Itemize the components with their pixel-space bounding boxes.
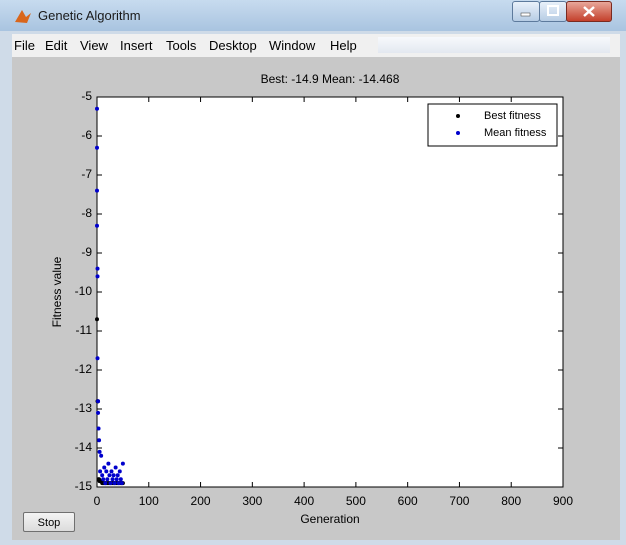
page: {"window": {"title": "Genetic Algorithm"… bbox=[0, 0, 626, 540]
maximize-button[interactable] bbox=[539, 1, 567, 22]
point bbox=[106, 462, 110, 466]
minimize-button[interactable] bbox=[512, 1, 540, 22]
point bbox=[98, 469, 102, 473]
point bbox=[116, 473, 120, 477]
x-tick-label: 600 bbox=[398, 494, 418, 508]
y-tick-label: -14 bbox=[75, 440, 93, 454]
y-axis-label: Fitness value bbox=[50, 256, 64, 327]
point bbox=[98, 450, 102, 454]
menu-item[interactable]: View bbox=[80, 38, 108, 53]
point bbox=[100, 473, 104, 477]
x-tick-label: 300 bbox=[242, 494, 262, 508]
point bbox=[114, 466, 118, 470]
menu-item[interactable]: Insert bbox=[120, 38, 153, 53]
point bbox=[105, 477, 109, 481]
y-tick-label: -11 bbox=[76, 323, 93, 337]
x-tick-label: 800 bbox=[501, 494, 521, 508]
legend-label: Mean fitness bbox=[484, 127, 547, 139]
point bbox=[121, 462, 125, 466]
point bbox=[97, 438, 101, 442]
y-tick-label: -7 bbox=[81, 167, 92, 181]
menu-item[interactable]: File bbox=[14, 38, 35, 53]
point bbox=[113, 481, 117, 485]
point bbox=[104, 469, 108, 473]
chart: Best: -14.9 Mean: -14.468 Generation Fit… bbox=[12, 57, 620, 540]
y-tick-label: -12 bbox=[75, 362, 93, 376]
point bbox=[109, 469, 113, 473]
point bbox=[120, 481, 124, 485]
point bbox=[95, 224, 99, 228]
title-bar: Genetic Algorithm bbox=[0, 0, 626, 31]
point bbox=[96, 274, 100, 278]
point bbox=[111, 477, 115, 481]
point bbox=[107, 473, 111, 477]
stop-button[interactable]: Stop bbox=[23, 512, 75, 532]
menu-item[interactable]: Edit bbox=[45, 38, 67, 53]
y-tick-label: -8 bbox=[81, 206, 92, 220]
x-tick-label: 500 bbox=[346, 494, 366, 508]
close-button[interactable] bbox=[566, 1, 612, 22]
menu-item[interactable]: Desktop bbox=[209, 38, 257, 53]
x-tick-label: 400 bbox=[294, 494, 314, 508]
x-tick-label: 700 bbox=[449, 494, 469, 508]
point bbox=[103, 481, 107, 485]
point bbox=[95, 189, 99, 193]
point bbox=[102, 466, 106, 470]
x-tick-label: 100 bbox=[139, 494, 159, 508]
plot-area bbox=[97, 97, 563, 487]
x-tick-label: 200 bbox=[191, 494, 211, 508]
point bbox=[101, 477, 105, 481]
point bbox=[112, 473, 116, 477]
point bbox=[96, 267, 100, 271]
point bbox=[118, 469, 122, 473]
menu-item[interactable]: Window bbox=[269, 38, 315, 53]
x-axis-label: Generation bbox=[300, 512, 359, 526]
point bbox=[99, 454, 103, 458]
point bbox=[95, 317, 99, 321]
chart-title: Best: -14.9 Mean: -14.468 bbox=[261, 72, 400, 86]
x-tick-label: 900 bbox=[553, 494, 573, 508]
y-tick-label: -6 bbox=[81, 128, 92, 142]
point bbox=[115, 477, 119, 481]
menu-item[interactable]: Tools bbox=[166, 38, 196, 53]
legend-marker bbox=[456, 114, 460, 118]
point bbox=[96, 399, 100, 403]
menu-item[interactable]: Help bbox=[330, 38, 357, 53]
y-tick-label: -9 bbox=[81, 245, 92, 259]
y-tick-label: -10 bbox=[75, 284, 93, 298]
point bbox=[119, 477, 123, 481]
y-tick-label: -5 bbox=[81, 89, 92, 103]
legend-marker bbox=[456, 131, 460, 135]
toolbar-strip bbox=[378, 37, 610, 53]
y-tick-label: -15 bbox=[75, 479, 93, 493]
menu-bar: File Edit View Insert Tools Desktop Wind… bbox=[12, 34, 620, 57]
window-title: Genetic Algorithm bbox=[38, 8, 141, 23]
point bbox=[108, 481, 112, 485]
point bbox=[95, 107, 99, 111]
legend-label: Best fitness bbox=[484, 110, 541, 122]
figure: Best: -14.9 Mean: -14.468 Generation Fit… bbox=[12, 57, 620, 540]
x-tick-label: 0 bbox=[94, 494, 101, 508]
y-tick-label: -13 bbox=[75, 401, 93, 415]
app-icon bbox=[14, 8, 32, 24]
point bbox=[95, 146, 99, 150]
point bbox=[96, 356, 100, 360]
point bbox=[96, 411, 100, 415]
point bbox=[97, 427, 101, 431]
